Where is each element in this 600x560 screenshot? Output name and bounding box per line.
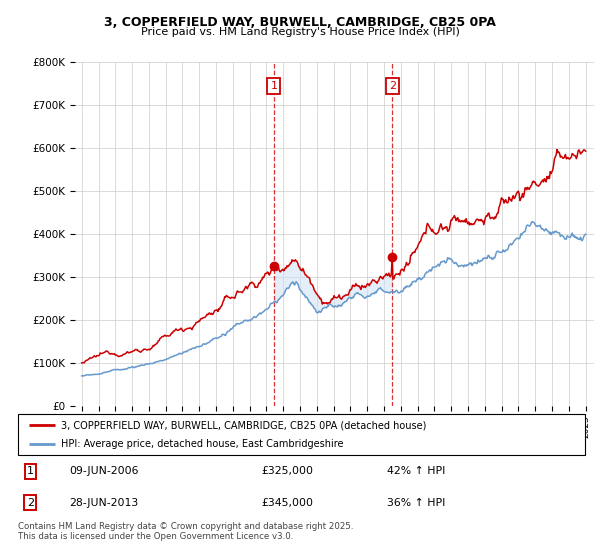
Text: £345,000: £345,000: [262, 498, 314, 508]
Text: 09-JUN-2006: 09-JUN-2006: [69, 466, 139, 477]
Text: Price paid vs. HM Land Registry's House Price Index (HPI): Price paid vs. HM Land Registry's House …: [140, 27, 460, 37]
Text: £325,000: £325,000: [262, 466, 314, 477]
Text: 3, COPPERFIELD WAY, BURWELL, CAMBRIDGE, CB25 0PA: 3, COPPERFIELD WAY, BURWELL, CAMBRIDGE, …: [104, 16, 496, 29]
Text: HPI: Average price, detached house, East Cambridgeshire: HPI: Average price, detached house, East…: [61, 439, 343, 449]
Text: 42% ↑ HPI: 42% ↑ HPI: [386, 466, 445, 477]
Text: 36% ↑ HPI: 36% ↑ HPI: [386, 498, 445, 508]
Text: 1: 1: [271, 81, 277, 91]
Text: 2: 2: [27, 498, 34, 508]
Text: 3, COPPERFIELD WAY, BURWELL, CAMBRIDGE, CB25 0PA (detached house): 3, COPPERFIELD WAY, BURWELL, CAMBRIDGE, …: [61, 421, 426, 430]
FancyBboxPatch shape: [18, 414, 585, 455]
Text: Contains HM Land Registry data © Crown copyright and database right 2025.
This d: Contains HM Land Registry data © Crown c…: [18, 522, 353, 542]
Text: 1: 1: [27, 466, 34, 477]
Text: 2: 2: [389, 81, 396, 91]
Text: 28-JUN-2013: 28-JUN-2013: [69, 498, 138, 508]
